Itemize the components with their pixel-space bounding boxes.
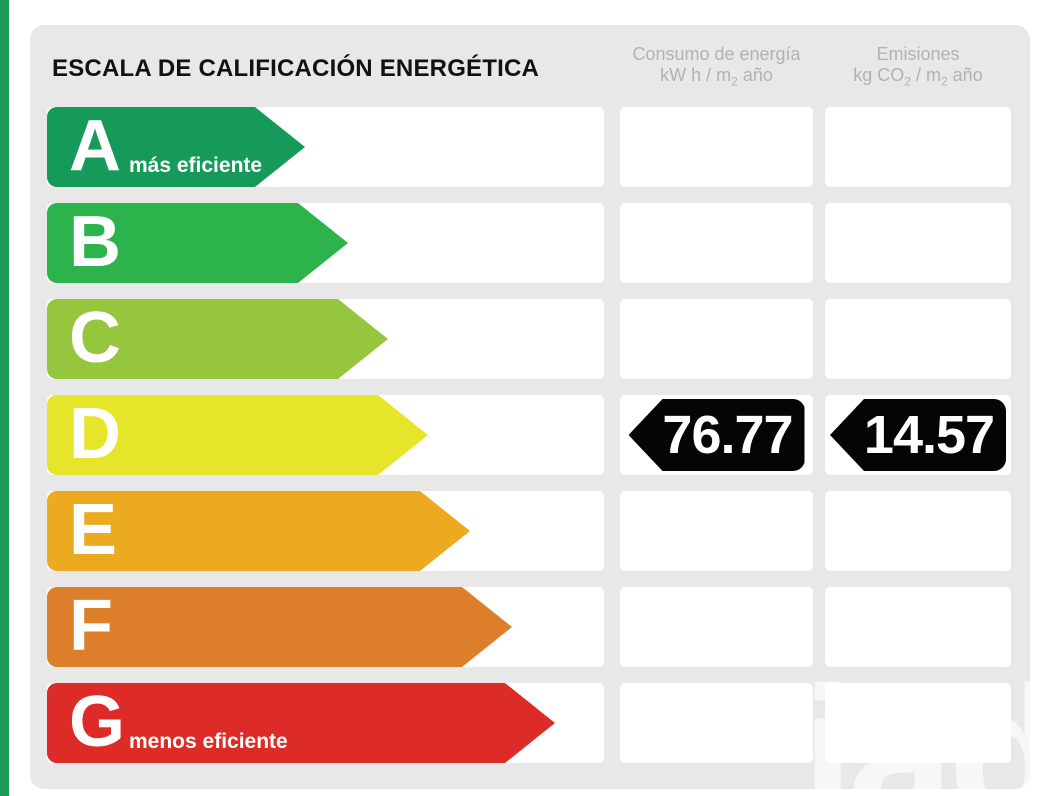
rating-letter: A (69, 106, 121, 186)
rating-row: B (30, 203, 1030, 283)
rating-letter: C (69, 298, 121, 378)
rating-row: F (30, 587, 1030, 667)
emissions-value-badge: 14.57 (830, 399, 1006, 471)
rating-bar-arrow: A más eficiente (47, 107, 305, 187)
consumption-value-cell (620, 683, 813, 763)
emissions-header-title: Emisiones (876, 44, 960, 64)
rating-efficiency-label: más eficiente (129, 154, 263, 177)
consumption-value-cell: 76.77 (620, 395, 813, 475)
consumption-value-badge: 76.77 (628, 399, 805, 471)
emissions-value-cell (825, 203, 1011, 283)
emissions-header-unit: kg CO2 / m2 año (853, 65, 983, 89)
rating-row: D 76.77 14.57 (30, 395, 1030, 475)
emissions-value-cell (825, 491, 1011, 571)
energy-rating-panel: iad ESCALA DE CALIFICACIÓN ENERGÉTICA Co… (30, 25, 1030, 789)
rating-letter: F (69, 586, 113, 666)
rating-letter: B (69, 202, 121, 282)
consumption-value-cell (620, 203, 813, 283)
emissions-value-cell (825, 683, 1011, 763)
rating-bar-arrow: D (47, 395, 428, 475)
rating-bar-arrow: G menos eficiente (47, 683, 555, 763)
emissions-value-cell (825, 587, 1011, 667)
rating-efficiency-label: menos eficiente (129, 730, 288, 753)
emissions-value-cell: 14.57 (825, 395, 1011, 475)
rating-letter: E (69, 490, 118, 570)
consumption-value-cell (620, 299, 813, 379)
rating-row: A más eficiente (30, 107, 1030, 187)
consumption-header-title: Consumo de energía (632, 44, 801, 64)
rating-row: G menos eficiente (30, 683, 1030, 763)
rating-bar-arrow: C (47, 299, 388, 379)
consumption-value-cell (620, 107, 813, 187)
consumption-value-cell (620, 491, 813, 571)
rating-row: C (30, 299, 1030, 379)
rating-letter: D (69, 394, 121, 474)
consumption-header-unit: kW h / m2 año (660, 65, 773, 89)
consumption-value-text: 76.77 (662, 405, 793, 465)
rating-row: E (30, 491, 1030, 571)
emissions-value-text: 14.57 (863, 405, 995, 465)
consumption-column-header: Consumo de energía kW h / m2 año (620, 44, 813, 93)
consumption-value-cell (620, 587, 813, 667)
page-title: ESCALA DE CALIFICACIÓN ENERGÉTICA (52, 55, 540, 82)
rating-bar-arrow: E (47, 491, 470, 571)
rating-letter: G (69, 682, 126, 762)
green-border-strip (0, 0, 9, 796)
emissions-value-cell (825, 107, 1011, 187)
emissions-value-cell (825, 299, 1011, 379)
ratings-rows: A más eficiente B C D 76.77 14.57 (30, 107, 1030, 763)
emissions-column-header: Emisiones kg CO2 / m2 año (825, 44, 1011, 93)
rating-bar-arrow: B (47, 203, 348, 283)
rating-bar-arrow: F (47, 587, 512, 667)
